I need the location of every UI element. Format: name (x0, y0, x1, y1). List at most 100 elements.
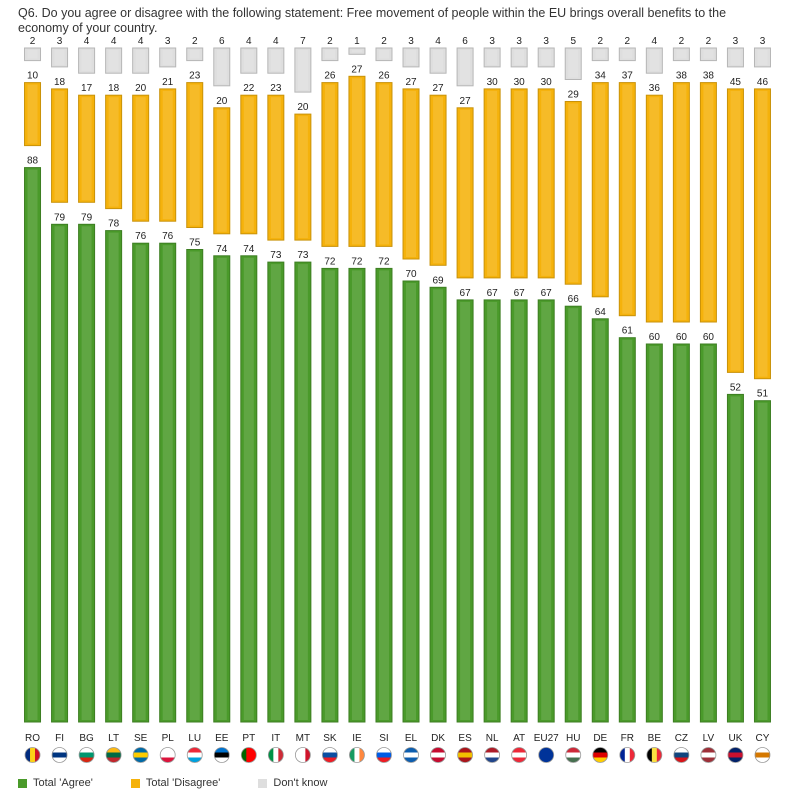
bar-disagree-si-highlight (378, 84, 389, 245)
bar-agree-lv-highlight (703, 346, 714, 720)
flag-stripe (35, 747, 41, 763)
label-agree-cy: 51 (757, 389, 769, 400)
bar-disagree-ro-highlight (27, 84, 38, 144)
bar-disagree-pt (240, 94, 258, 235)
label-agree-at: 67 (514, 288, 526, 299)
flag-stripe (354, 747, 360, 763)
label-agree-cz: 60 (676, 332, 688, 343)
flag-border-lv (700, 747, 717, 763)
bar-dontknow-ee (213, 47, 231, 87)
flag-stripe (403, 747, 419, 753)
bar-disagree-ro (24, 82, 42, 147)
flag-border-at (511, 747, 528, 763)
bar-agree-ie-highlight (351, 270, 362, 720)
label-disagree-si: 26 (378, 71, 390, 82)
bar-dontknow-se-highlight (135, 50, 146, 72)
flag-border-hu (565, 747, 582, 763)
bar-dontknow-lv-highlight (703, 50, 714, 59)
bar-dontknow-pt-highlight (243, 50, 254, 72)
label-dontknow-dk: 4 (435, 36, 441, 47)
flag-stripe (273, 747, 279, 763)
flag-border-se (132, 747, 149, 763)
label-dontknow-cz: 2 (679, 36, 685, 47)
bar-dontknow-cy (753, 47, 771, 68)
flag-stripe (538, 757, 554, 763)
flag-stripe (376, 752, 392, 758)
label-agree-fr: 61 (622, 326, 634, 337)
bar-agree-cy (753, 400, 771, 723)
flag-stripe (187, 752, 203, 758)
bar-dontknow-dk (429, 47, 447, 74)
bar-disagree-pl (159, 88, 177, 222)
bar-disagree-es (456, 107, 474, 279)
label-disagree-fi: 18 (54, 77, 66, 88)
label-dontknow-el: 3 (408, 36, 414, 47)
flag-icon-cy (754, 747, 770, 763)
bar-dontknow-dk-highlight (433, 50, 444, 72)
label-dontknow-es: 6 (462, 36, 468, 47)
bar-agree-ee (213, 255, 231, 723)
label-dontknow-cy: 3 (760, 36, 766, 47)
bar-dontknow-fr-highlight (622, 50, 633, 59)
category-label-pt: PT (242, 733, 255, 744)
label-agree-ro: 88 (27, 156, 39, 167)
label-agree-se: 76 (135, 231, 147, 242)
flag-stripe (754, 757, 770, 763)
flag-stripe (457, 747, 473, 753)
flag-stripe (52, 747, 68, 753)
bar-dontknow-bg (78, 47, 96, 74)
bar-disagree-si (375, 82, 393, 247)
flag-stripe (79, 757, 95, 763)
flag-border-dk (430, 747, 446, 763)
flag-stripe (484, 747, 500, 753)
flag-stripe (656, 747, 662, 763)
flag-icon-bg (79, 747, 95, 763)
bar-agree-bg-highlight (81, 226, 92, 721)
bar-dontknow-ro-highlight (27, 50, 38, 59)
flag-stripe (214, 747, 230, 753)
flag-icon-at (511, 747, 527, 763)
bar-dontknow-sk (321, 47, 339, 62)
label-agree-es: 67 (460, 288, 472, 299)
category-label-at: AT (513, 733, 525, 744)
label-dontknow-uk: 3 (733, 36, 739, 47)
flag-icon-uk (727, 747, 743, 763)
legend-swatch-agree (18, 778, 27, 788)
label-disagree-cz: 38 (676, 71, 688, 82)
bar-dontknow-ro (24, 47, 42, 62)
label-disagree-ro: 10 (27, 71, 39, 82)
flag-stripe (430, 747, 446, 753)
flag-icon-de (592, 747, 608, 763)
flag-stripe (79, 752, 95, 758)
bar-disagree-at-highlight (514, 90, 525, 276)
label-dontknow-pt: 4 (246, 36, 252, 47)
label-agree-ie: 72 (351, 256, 363, 267)
label-disagree-eu27: 30 (541, 77, 553, 88)
flag-stripe (727, 757, 743, 763)
flag-stripe (511, 757, 527, 763)
category-label-de: DE (593, 733, 607, 744)
flag-border-es (457, 747, 473, 763)
bar-dontknow-ie (348, 47, 366, 55)
bar-agree-be-highlight (649, 346, 660, 720)
bar-dontknow-pl-highlight (162, 50, 173, 65)
category-label-be: BE (648, 733, 662, 744)
bar-disagree-cz (672, 82, 690, 323)
flag-stripe (727, 752, 743, 758)
label-dontknow-de: 2 (597, 36, 603, 47)
legend-label-dontknow: Don't know (273, 777, 328, 789)
category-label-hu: HU (566, 733, 580, 744)
flag-border-de (592, 747, 609, 763)
bar-dontknow-lt (105, 47, 123, 74)
label-disagree-lu: 23 (189, 71, 201, 82)
bar-agree-hu-highlight (568, 308, 579, 720)
flag-stripe (700, 747, 716, 753)
flag-stripe (592, 757, 608, 763)
bar-disagree-lu (186, 82, 204, 228)
category-label-ee: EE (215, 733, 229, 744)
bar-agree-fi (51, 223, 69, 723)
flag-stripe (673, 752, 689, 758)
bar-disagree-hu-highlight (568, 103, 579, 283)
bar-dontknow-lt-highlight (108, 50, 119, 72)
label-disagree-el: 27 (405, 77, 417, 88)
